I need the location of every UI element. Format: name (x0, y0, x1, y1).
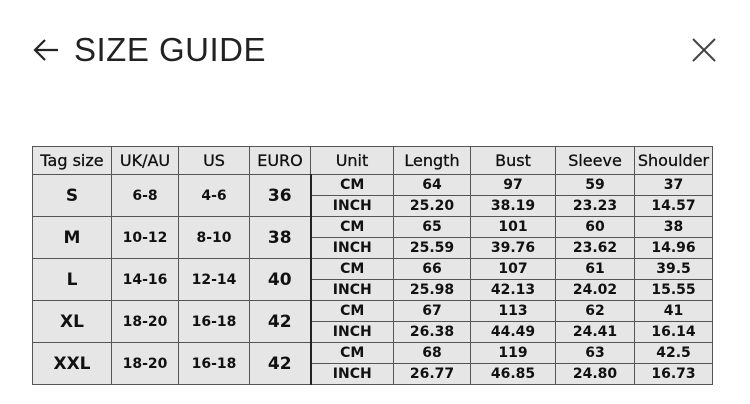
uk-au-cell: 14-16 (111, 258, 179, 301)
tag-size-cell: S (32, 174, 112, 217)
length-cell: 25.20 (393, 195, 471, 217)
uk-au-cell: 10-12 (111, 216, 179, 259)
sleeve-cell: 60 (555, 216, 635, 238)
euro-cell: 36 (249, 174, 311, 217)
shoulder-cell: 16.73 (634, 363, 713, 385)
back-button[interactable] (30, 34, 62, 66)
table-row: INCH 25.98 42.13 24.02 15.55 (33, 279, 713, 301)
bust-cell: 101 (470, 216, 556, 238)
table-row: INCH 25.20 38.19 23.23 14.57 (33, 195, 713, 217)
euro-cell: 40 (249, 258, 311, 301)
uk-au-cell: 18-20 (111, 300, 179, 343)
length-cell: 66 (393, 258, 471, 280)
length-cell: 68 (393, 342, 471, 364)
header: SIZE GUIDE (30, 28, 266, 72)
shoulder-cell: 39.5 (634, 258, 713, 280)
us-cell: 16-18 (178, 342, 250, 385)
shoulder-cell: 42.5 (634, 342, 713, 364)
uk-au-cell: 18-20 (111, 342, 179, 385)
sleeve-cell: 24.80 (555, 363, 635, 385)
column-header: Bust (470, 146, 556, 175)
us-cell: 8-10 (178, 216, 250, 259)
sleeve-cell: 61 (555, 258, 635, 280)
unit-cell: INCH (309, 195, 394, 217)
euro-cell: 42 (249, 342, 311, 385)
sleeve-cell: 23.62 (555, 237, 635, 259)
sleeve-cell: 23.23 (555, 195, 635, 217)
sleeve-cell: 62 (555, 300, 635, 322)
table-header-row: Tag size UK/AU US EURO Unit Length Bust Sleeve S… (32, 146, 713, 175)
unit-cell: CM (309, 342, 394, 364)
column-header: Shoulder (634, 146, 713, 175)
column-header: UK/AU (111, 146, 179, 175)
table-row: XL 18-20 16-18 42 CM 67 113 62 41 (32, 300, 713, 343)
shoulder-cell: 38 (634, 216, 713, 238)
sleeve-cell: 24.02 (555, 279, 635, 301)
unit-cell: CM (309, 258, 394, 280)
length-cell: 65 (393, 216, 471, 238)
euro-cell: 42 (249, 300, 311, 343)
sleeve-cell: 63 (555, 342, 635, 364)
length-cell: 25.59 (393, 237, 471, 259)
table-row: INCH 26.77 46.85 24.80 16.73 (33, 363, 713, 385)
column-header: EURO (249, 146, 311, 175)
uk-au-cell: 6-8 (111, 174, 179, 217)
column-header: Sleeve (555, 146, 635, 175)
tag-size-cell: XXL (32, 342, 112, 385)
us-cell: 16-18 (178, 300, 250, 343)
us-cell: 12-14 (178, 258, 250, 301)
table-row: M 10-12 8-10 38 CM 65 101 60 38 (32, 216, 713, 259)
arrow-left-icon (33, 39, 58, 61)
bust-cell: 46.85 (470, 363, 556, 385)
tag-size-cell: L (32, 258, 112, 301)
shoulder-cell: 37 (634, 174, 713, 196)
unit-cell: INCH (309, 321, 394, 343)
column-header: US (178, 146, 250, 175)
column-header: Tag size (32, 146, 112, 175)
shoulder-cell: 41 (634, 300, 713, 322)
close-icon (692, 38, 716, 62)
length-cell: 26.38 (393, 321, 471, 343)
bust-cell: 107 (470, 258, 556, 280)
bust-cell: 39.76 (470, 237, 556, 259)
us-cell: 4-6 (178, 174, 250, 217)
bust-cell: 97 (470, 174, 556, 196)
length-cell: 64 (393, 174, 471, 196)
bust-cell: 42.13 (470, 279, 556, 301)
euro-cell: 38 (249, 216, 311, 259)
shoulder-cell: 16.14 (634, 321, 713, 343)
page-title: SIZE GUIDE (74, 31, 267, 68)
bust-cell: 44.49 (470, 321, 556, 343)
unit-cell: CM (309, 174, 394, 196)
length-cell: 26.77 (393, 363, 471, 385)
tag-size-cell: M (32, 216, 112, 259)
column-header: Length (393, 146, 471, 175)
bust-cell: 113 (470, 300, 556, 322)
bust-cell: 119 (470, 342, 556, 364)
table-row: XXL 18-20 16-18 42 CM 68 119 63 42.5 (32, 342, 713, 385)
close-button[interactable] (688, 34, 720, 66)
unit-cell: INCH (309, 363, 394, 385)
length-cell: 25.98 (393, 279, 471, 301)
unit-cell: INCH (309, 237, 394, 259)
unit-cell: CM (309, 300, 394, 322)
column-header: Unit (310, 146, 394, 175)
sleeve-cell: 24.41 (555, 321, 635, 343)
unit-cell: INCH (309, 279, 394, 301)
shoulder-cell: 14.96 (634, 237, 713, 259)
table-row: INCH 26.38 44.49 24.41 16.14 (33, 321, 713, 343)
shoulder-cell: 15.55 (634, 279, 713, 301)
length-cell: 67 (393, 300, 471, 322)
table-row: S 6-8 4-6 36 CM 64 97 59 37 (32, 174, 713, 217)
bust-cell: 38.19 (470, 195, 556, 217)
table-row: L 14-16 12-14 40 CM 66 107 61 39.5 (32, 258, 713, 301)
unit-cell: CM (309, 216, 394, 238)
shoulder-cell: 14.57 (634, 195, 713, 217)
size-guide-table: Tag size UK/AU US EURO Unit Length Bust Sleeve S… (32, 146, 713, 385)
sleeve-cell: 59 (555, 174, 635, 196)
tag-size-cell: XL (32, 300, 112, 343)
